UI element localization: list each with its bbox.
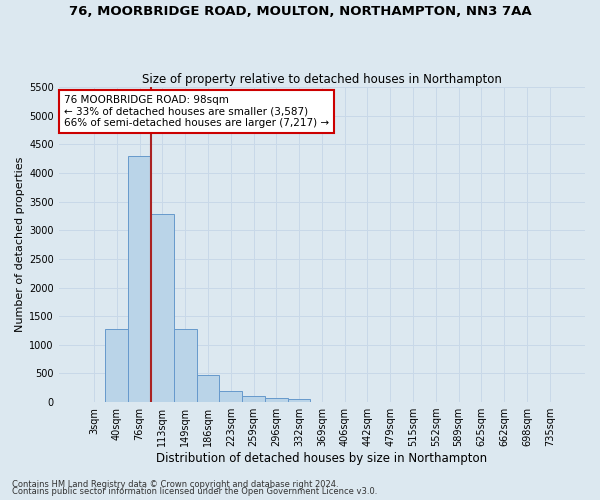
Bar — [197, 375, 220, 402]
Bar — [220, 390, 242, 402]
Bar — [106, 330, 128, 402]
Title: Size of property relative to detached houses in Northampton: Size of property relative to detached ho… — [142, 73, 502, 86]
Bar — [265, 398, 288, 402]
Y-axis label: Number of detached properties: Number of detached properties — [15, 157, 25, 332]
Text: 76 MOORBRIDGE ROAD: 98sqm
← 33% of detached houses are smaller (3,587)
66% of se: 76 MOORBRIDGE ROAD: 98sqm ← 33% of detac… — [64, 95, 329, 128]
Text: 76, MOORBRIDGE ROAD, MOULTON, NORTHAMPTON, NN3 7AA: 76, MOORBRIDGE ROAD, MOULTON, NORTHAMPTO… — [68, 5, 532, 18]
Bar — [151, 214, 174, 402]
Bar — [288, 399, 310, 402]
Bar — [242, 396, 265, 402]
Bar — [174, 330, 197, 402]
Text: Contains HM Land Registry data © Crown copyright and database right 2024.: Contains HM Land Registry data © Crown c… — [12, 480, 338, 489]
X-axis label: Distribution of detached houses by size in Northampton: Distribution of detached houses by size … — [157, 452, 487, 465]
Bar — [128, 156, 151, 402]
Text: Contains public sector information licensed under the Open Government Licence v3: Contains public sector information licen… — [12, 487, 377, 496]
